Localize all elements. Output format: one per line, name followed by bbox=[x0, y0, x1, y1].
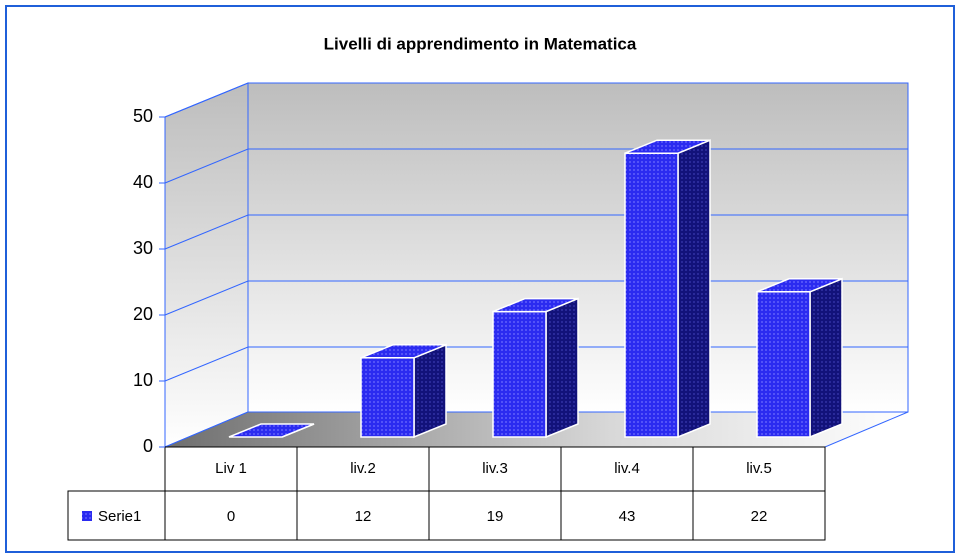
x-tick-label: liv.2 bbox=[350, 460, 376, 477]
bar-top bbox=[228, 423, 315, 438]
bar-top bbox=[756, 278, 843, 293]
bar-top bbox=[360, 344, 447, 359]
bar-top bbox=[624, 139, 711, 154]
x-tick-label: liv.3 bbox=[482, 460, 508, 477]
table-value: 12 bbox=[355, 508, 372, 525]
x-tick-label: liv.4 bbox=[614, 460, 640, 477]
table-value: 0 bbox=[227, 508, 235, 525]
y-tick-label: 0 bbox=[143, 436, 153, 456]
table-header bbox=[164, 446, 826, 492]
y-tick-label: 50 bbox=[133, 106, 153, 126]
y-tick-label: 30 bbox=[133, 238, 153, 258]
legend-label: Serie1 bbox=[98, 508, 141, 525]
bar-top bbox=[492, 297, 579, 313]
bar-side bbox=[545, 297, 579, 439]
y-tick-label: 40 bbox=[133, 172, 153, 192]
bar-side bbox=[677, 139, 711, 439]
table-row bbox=[67, 490, 826, 541]
bar bbox=[360, 357, 415, 438]
y-tick-label: 20 bbox=[133, 304, 153, 324]
bar-side bbox=[809, 277, 843, 439]
x-tick-label: Liv 1 bbox=[215, 460, 247, 477]
x-tick-label: liv.5 bbox=[746, 460, 772, 477]
bar bbox=[756, 291, 811, 438]
bar-side bbox=[413, 343, 447, 439]
grid-line bbox=[164, 82, 908, 118]
side-wall bbox=[164, 82, 249, 448]
table-value: 43 bbox=[619, 508, 636, 525]
chart-title: Livelli di apprendimento in Matematica bbox=[324, 34, 637, 53]
bar bbox=[492, 310, 547, 438]
table-value: 22 bbox=[751, 508, 768, 525]
y-tick-label: 10 bbox=[133, 370, 153, 390]
bar bbox=[624, 152, 679, 438]
legend-swatch bbox=[82, 511, 92, 521]
table-value: 19 bbox=[487, 508, 504, 525]
